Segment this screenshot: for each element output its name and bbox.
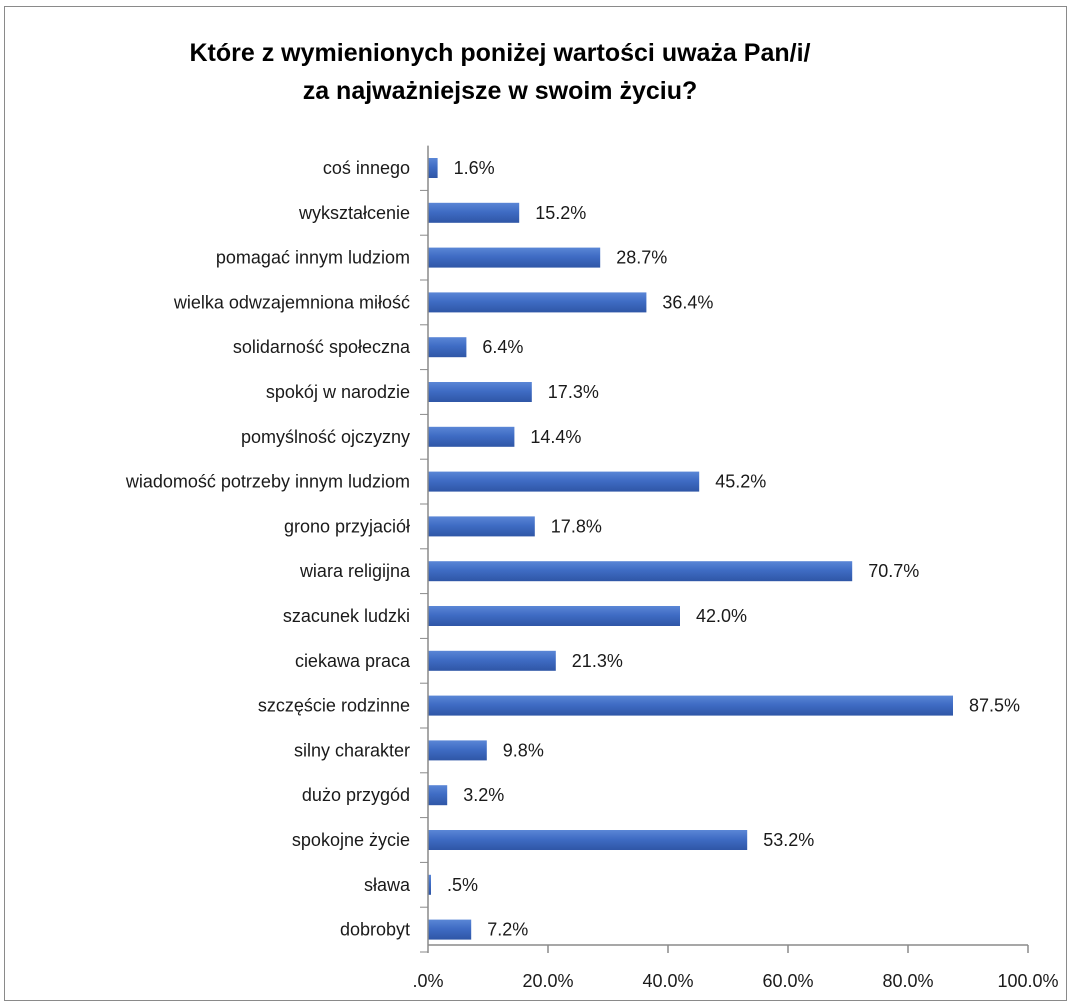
bar: [428, 606, 680, 626]
bar: [428, 247, 601, 268]
bar: [428, 426, 515, 447]
category-label: wiara religijna: [299, 561, 411, 581]
data-label: 28.7%: [616, 248, 667, 268]
data-label: 6.4%: [482, 337, 523, 357]
x-tick-label: 80.0%: [882, 971, 933, 991]
data-label: .5%: [447, 875, 478, 895]
data-label: 15.2%: [535, 203, 586, 223]
data-label: 45.2%: [715, 472, 766, 492]
bar: [428, 740, 487, 761]
category-label: coś innego: [323, 158, 410, 178]
bar: [428, 471, 700, 492]
category-label: ciekawa praca: [295, 651, 411, 671]
bar: [428, 202, 520, 223]
category-label: solidarność społeczna: [233, 337, 411, 357]
x-tick-label: 60.0%: [762, 971, 813, 991]
data-label: 14.4%: [530, 427, 581, 447]
bar: [428, 874, 431, 895]
category-label: spokojne życie: [292, 830, 410, 850]
x-tick-label: 100.0%: [997, 971, 1058, 991]
bars-group: coś innego 1.6% wykształcenie 15.2% pomagać …: [125, 158, 1020, 953]
data-label: 1.6%: [454, 158, 495, 178]
category-label: pomyślność ojczyzny: [241, 427, 410, 447]
category-label: sława: [364, 875, 411, 895]
data-label: 17.3%: [548, 382, 599, 402]
category-label: dobrobyt: [340, 920, 410, 940]
category-label: szczęście rodzinne: [258, 696, 410, 716]
data-label: 9.8%: [503, 740, 544, 760]
chart-title-line-2: za najważniejsze w swoim życiu?: [302, 77, 698, 105]
bar: [428, 158, 438, 178]
category-label: wielka odwzajemniona miłość: [173, 292, 410, 312]
category-label: wiadomość potrzeby innym ludziom: [125, 472, 410, 492]
data-label: 42.0%: [696, 606, 747, 626]
data-label: 7.2%: [487, 920, 528, 940]
chart-title: Które z wymienionych poniżej wartości uw…: [0, 34, 1000, 110]
data-label: 36.4%: [662, 292, 713, 312]
chart-title-line-1: Które z wymienionych poniżej wartości uw…: [189, 39, 811, 67]
data-label: 70.7%: [868, 561, 919, 581]
category-label: spokój w narodzie: [266, 382, 410, 402]
bar: [428, 561, 853, 582]
bar: [428, 382, 532, 402]
bar: [428, 919, 472, 940]
x-tick-label: .0%: [412, 971, 443, 991]
x-tick-label: 20.0%: [522, 971, 573, 991]
category-label: pomagać innym ludziom: [216, 248, 410, 268]
bar: [428, 785, 448, 806]
category-label: dużo przygód: [302, 785, 410, 805]
bar: [428, 695, 953, 716]
x-tick-label: 40.0%: [642, 971, 693, 991]
category-label: silny charakter: [294, 740, 410, 760]
bar: [428, 337, 467, 358]
category-label: wykształcenie: [298, 203, 410, 223]
data-label: 21.3%: [572, 651, 623, 671]
bar: [428, 516, 535, 537]
bar: [428, 830, 748, 850]
axes-group: .0% 20.0% 40.0% 60.0% 80.0% 100.0%: [412, 145, 1059, 991]
bar: [428, 650, 556, 671]
data-label: 87.5%: [969, 696, 1020, 716]
data-label: 53.2%: [763, 830, 814, 850]
category-label: grono przyjaciół: [284, 516, 410, 536]
category-label: szacunek ludzki: [283, 606, 410, 626]
data-label: 17.8%: [551, 516, 602, 536]
data-label: 3.2%: [463, 785, 504, 805]
bar: [428, 292, 647, 313]
